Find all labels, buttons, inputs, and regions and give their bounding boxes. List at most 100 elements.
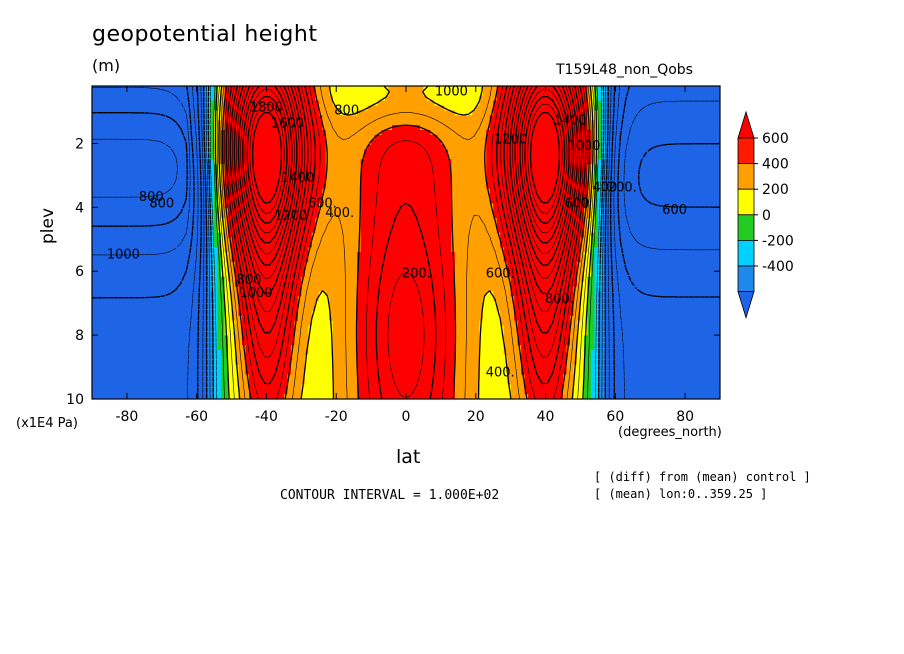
field-cell [440, 125, 445, 131]
field-cell [207, 198, 212, 204]
field-cell [608, 95, 613, 102]
field-cell [137, 208, 142, 214]
field-cell [566, 208, 571, 214]
field-cell [416, 90, 421, 97]
field-cell [381, 208, 386, 214]
field-cell [231, 159, 236, 165]
field-cell [269, 183, 275, 190]
field-cell [364, 154, 369, 160]
field-cell [552, 154, 557, 160]
field-cell [137, 100, 142, 107]
field-cell [625, 120, 630, 126]
field-cell [524, 144, 529, 151]
field-cell [447, 208, 452, 214]
field-cell [517, 95, 522, 102]
field-cell [716, 100, 720, 107]
field-cell [95, 208, 100, 214]
field-cell [597, 193, 602, 200]
field-cell [646, 120, 651, 126]
field-cell [685, 86, 690, 92]
field-cell [269, 159, 275, 165]
field-cell [290, 95, 295, 102]
field-cell [123, 144, 128, 151]
field-cell [130, 125, 135, 131]
field-cell [440, 149, 445, 156]
field-cell [402, 203, 407, 209]
field-cell [681, 149, 686, 156]
field-cell [667, 100, 672, 107]
field-cell [112, 115, 118, 121]
field-cell [266, 159, 271, 165]
field-cell [695, 183, 700, 190]
field-cell [556, 203, 561, 209]
field-cell [552, 203, 557, 209]
field-cell [437, 169, 442, 175]
field-cell [447, 154, 452, 160]
field-cell [681, 86, 686, 92]
field-cell [151, 125, 156, 131]
field-cell [315, 125, 320, 131]
field-cell [556, 154, 561, 160]
field-cell [709, 90, 714, 97]
field-cell [262, 203, 268, 209]
field-cell [249, 183, 254, 190]
field-cell [447, 218, 452, 224]
field-cell [179, 134, 184, 141]
field-cell [381, 139, 386, 146]
field-cell [590, 174, 595, 180]
field-cell [489, 169, 494, 175]
field-cell [147, 86, 152, 92]
field-cell [583, 188, 589, 195]
field-cell [559, 203, 564, 209]
field-cell [706, 144, 711, 151]
field-cell [688, 183, 693, 190]
field-cell [573, 90, 578, 97]
field-cell [618, 174, 623, 180]
field-cell [137, 183, 142, 190]
field-cell [535, 115, 540, 121]
field-cell [465, 86, 470, 92]
field-cell [147, 188, 152, 195]
field-cell [311, 110, 316, 116]
field-cell [563, 120, 568, 126]
field-cell [611, 105, 616, 112]
field-cell [350, 198, 355, 204]
field-cell [140, 169, 145, 175]
field-cell [674, 203, 679, 209]
field-cell [699, 193, 704, 200]
field-cell [343, 159, 348, 165]
field-cell [514, 193, 519, 200]
field-cell [329, 178, 334, 185]
field-cell [318, 95, 323, 102]
field-cell [119, 86, 124, 92]
field-cell [193, 90, 198, 97]
field-cell [716, 159, 720, 165]
field-cell [671, 213, 676, 219]
field-cell [158, 154, 163, 160]
field-cell [280, 193, 285, 200]
field-cell [632, 110, 637, 116]
field-cell [468, 100, 473, 107]
field-cell [350, 159, 355, 165]
field-cell [193, 149, 198, 156]
field-cell [472, 86, 477, 92]
field-cell [653, 110, 658, 116]
field-cell [503, 110, 508, 116]
field-cell [688, 120, 693, 126]
field-cell [343, 154, 348, 160]
field-cell [343, 183, 348, 190]
field-cell [392, 149, 397, 156]
field-cell [137, 198, 142, 204]
field-cell [692, 169, 697, 175]
field-cell [165, 125, 170, 131]
field-cell [119, 164, 124, 170]
field-cell [231, 203, 236, 209]
field-cell [242, 183, 247, 190]
field-cell [283, 95, 288, 102]
field-cell [493, 139, 498, 146]
field-cell [385, 183, 390, 190]
field-cell [388, 110, 393, 116]
field-cell [461, 139, 466, 146]
field-cell [531, 154, 536, 160]
field-cell [674, 193, 679, 200]
